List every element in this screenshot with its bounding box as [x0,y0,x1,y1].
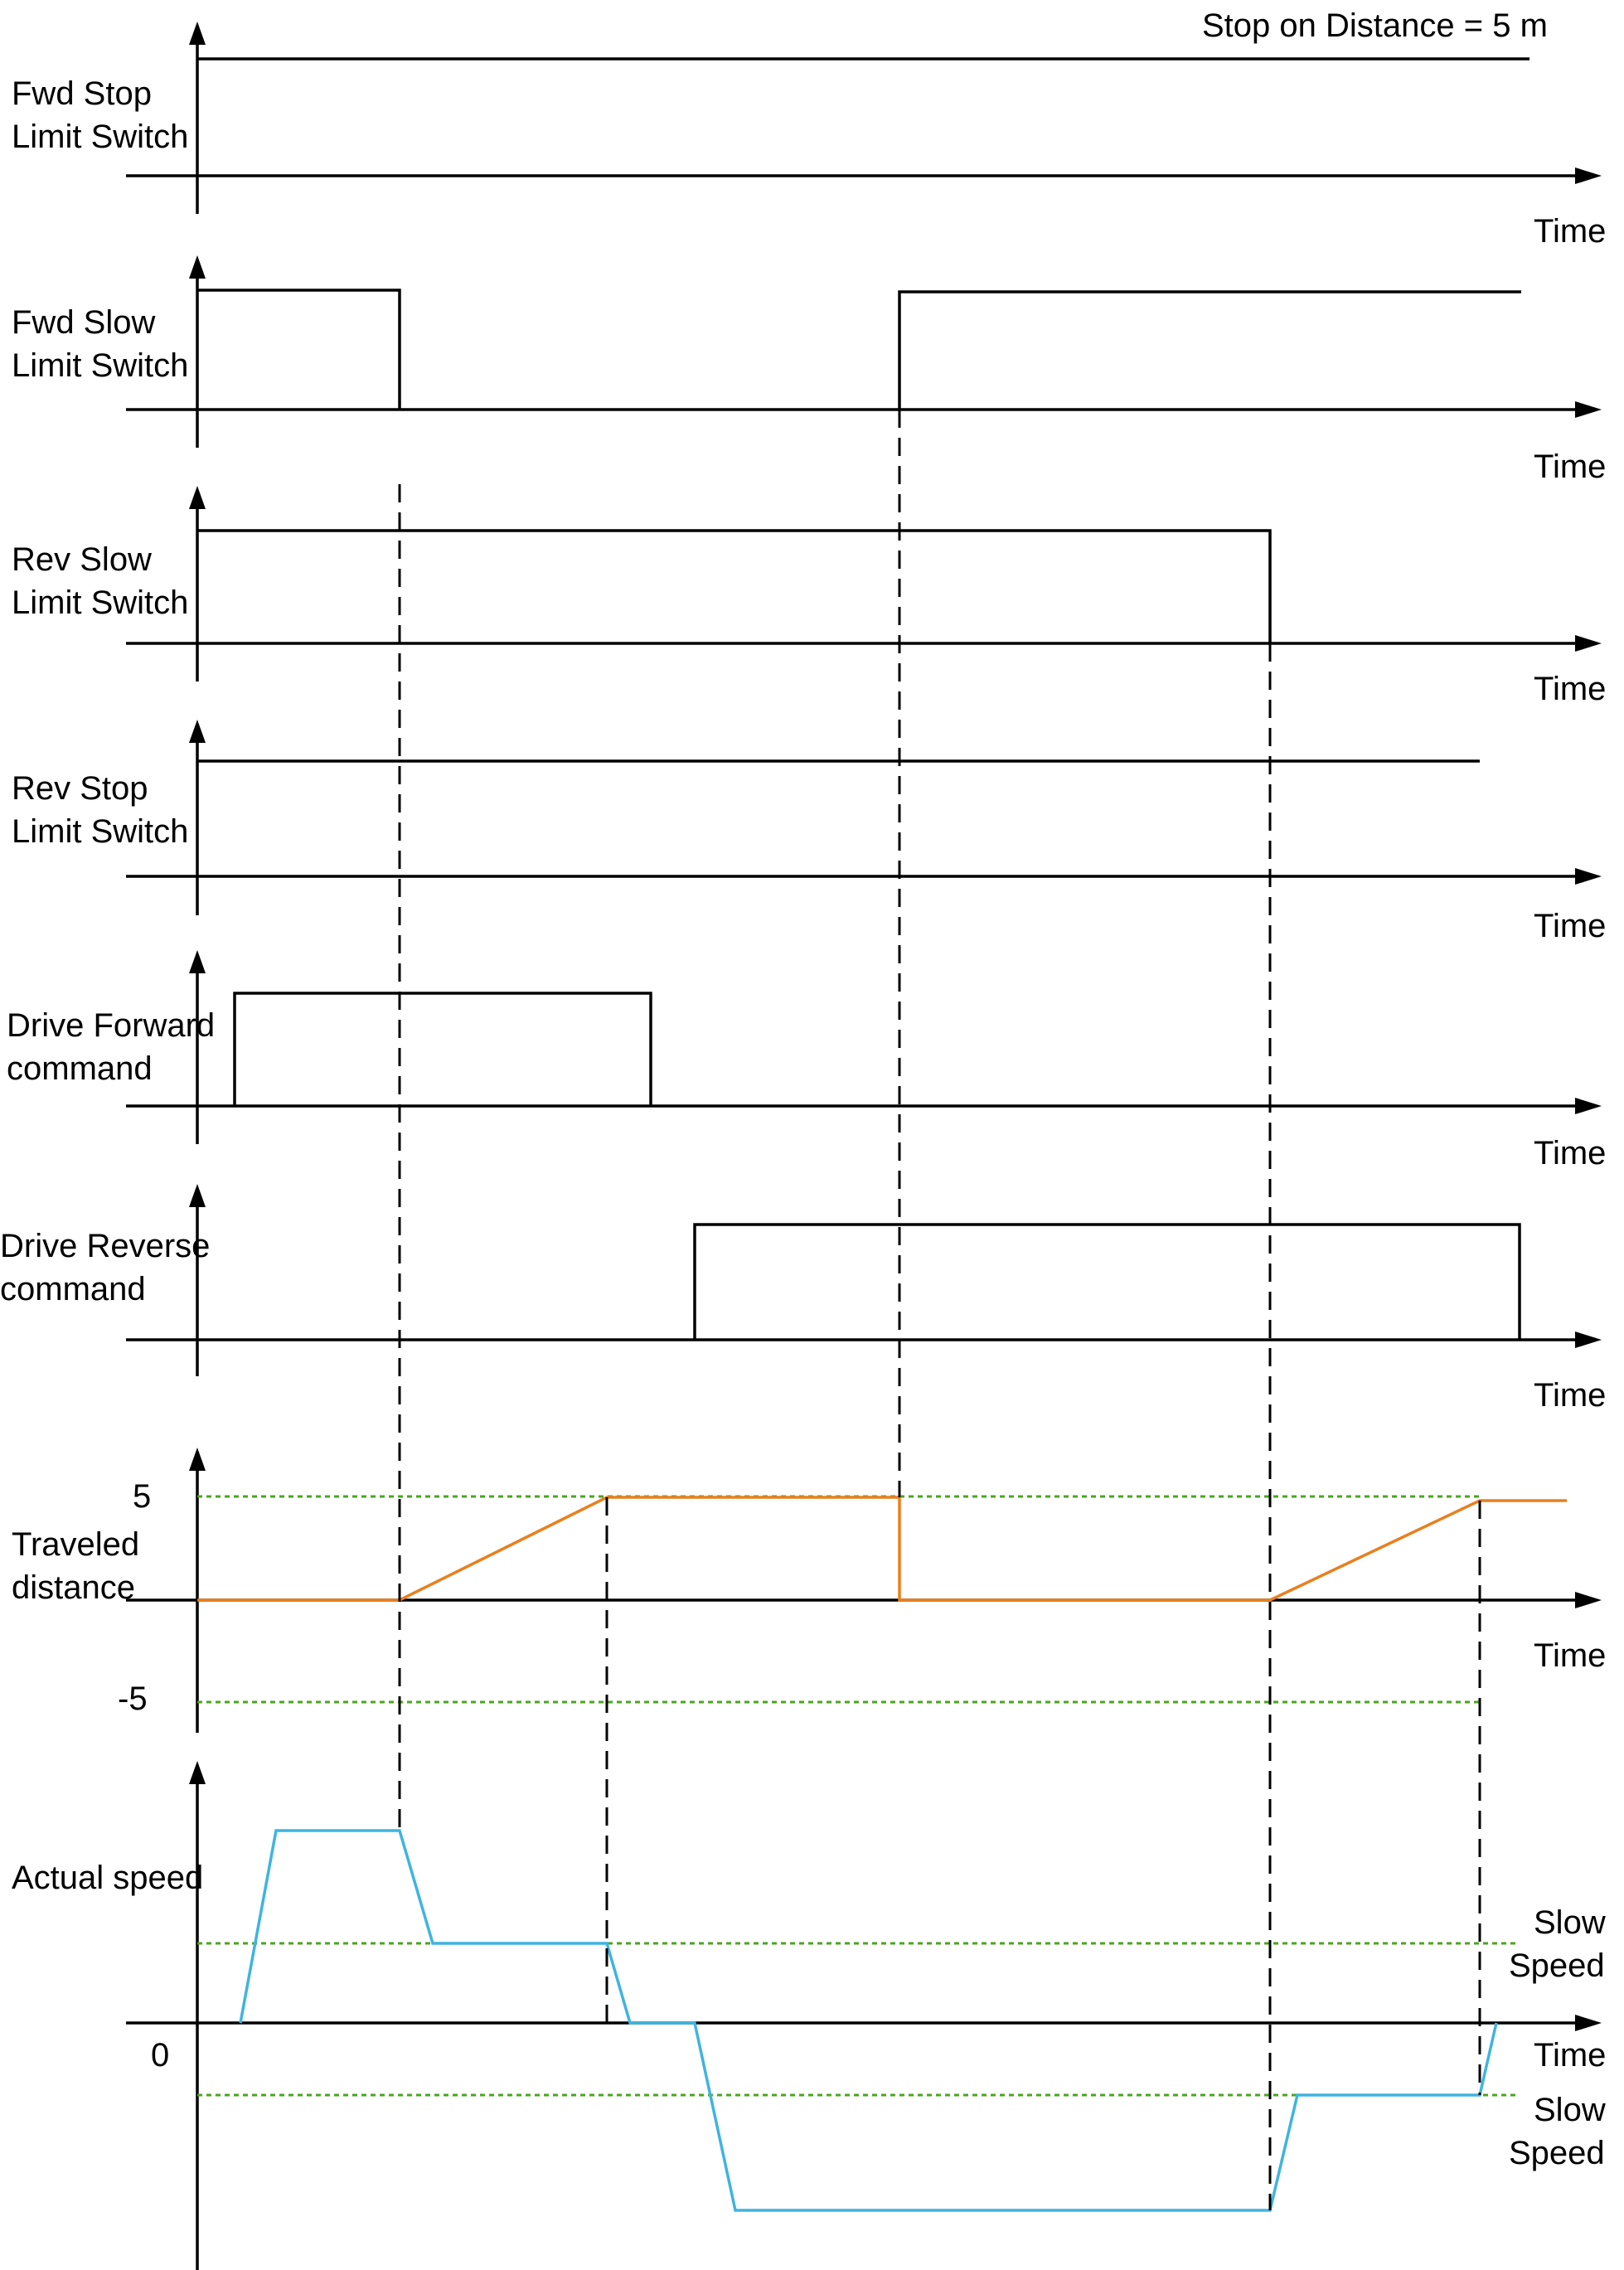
distance-label: distance [12,1569,135,1606]
time-axis-label: Time [1534,1637,1606,1674]
drive-forward-signal [233,992,652,1106]
slow-speed-label: Speed [1509,2135,1605,2171]
rev-slow-signal [197,529,1272,643]
y-axis-arrow [189,22,206,45]
slow-speed-label: Slow [1534,2092,1606,2128]
fwd-slow-signal [197,289,401,410]
time-axis-arrow [1575,2015,1602,2031]
signal-label: Limit Switch [12,347,188,384]
slow-speed-label: Slow [1534,1904,1606,1941]
signal-label: Rev Stop [12,770,148,807]
time-axis-label: Time [1534,1135,1606,1171]
time-axis-arrow [1575,1592,1602,1608]
time-axis-label: Time [1534,908,1606,944]
signal-label: command [0,1271,146,1307]
y-axis-arrow [189,1184,206,1207]
y-axis-arrow [189,255,206,279]
time-axis-label: Time [1534,671,1606,707]
signal-label: Fwd Slow [12,304,155,341]
time-axis-label: Time [1534,213,1606,250]
signal-label: command [7,1050,153,1087]
time-axis-label: Time [1534,449,1606,485]
panel-rev-slow: Rev Slow Limit Switch Time [12,486,1606,707]
time-axis-arrow [1575,868,1602,885]
slow-speed-label: Speed [1509,1947,1605,1984]
time-axis-arrow [1575,401,1602,418]
y-axis-arrow [189,486,206,509]
panel-traveled-distance: 5 -5 Traveled distance Time [12,1448,1606,1733]
distance-tick-neg5: -5 [118,1681,148,1717]
drive-reverse-signal [693,1223,1521,1340]
time-axis-label: Time [1534,1377,1606,1414]
time-axis-label: Time [1534,2037,1606,2074]
y-axis-arrow [189,950,206,973]
signal-label: Limit Switch [12,584,188,621]
time-axis-arrow [1575,635,1602,652]
panel-drive-forward: Drive Forward command Time [7,950,1606,1171]
signal-label: Limit Switch [12,119,188,155]
panel-drive-reverse: Drive Reverse command Time [0,1184,1606,1414]
y-axis-arrow [189,720,206,743]
fwd-slow-signal [898,290,1521,410]
actual-speed-trace [239,1829,1498,2212]
signal-label: Limit Switch [12,813,188,850]
signal-label: Fwd Stop [12,75,152,112]
signal-label: Drive Forward [7,1007,215,1044]
time-axis-arrow [1575,167,1602,184]
signal-label: Drive Reverse [0,1228,210,1264]
distance-tick-5: 5 [133,1478,151,1515]
diagram-title: Stop on Distance = 5 m [1202,7,1548,44]
time-axis-arrow [1575,1331,1602,1348]
panel-actual-speed: Actual speed 0 Slow Speed Time Slow Spee… [12,1761,1606,2270]
y-axis-arrow [189,1761,206,1784]
time-axis-arrow [1575,1098,1602,1114]
speed-label: Actual speed [12,1860,203,1896]
traveled-distance-trace [197,1496,1567,1602]
distance-label: Traveled [12,1526,139,1563]
panel-fwd-slow: Fwd Slow Limit Switch Time [12,255,1606,485]
speed-zero-label: 0 [151,2037,169,2074]
signal-label: Rev Slow [12,541,152,578]
y-axis-arrow [189,1448,206,1471]
panel-rev-stop: Rev Stop Limit Switch Time [12,720,1606,944]
event-markers [398,410,1481,2210]
panel-fwd-stop: Fwd Stop Limit Switch Time [12,22,1606,250]
